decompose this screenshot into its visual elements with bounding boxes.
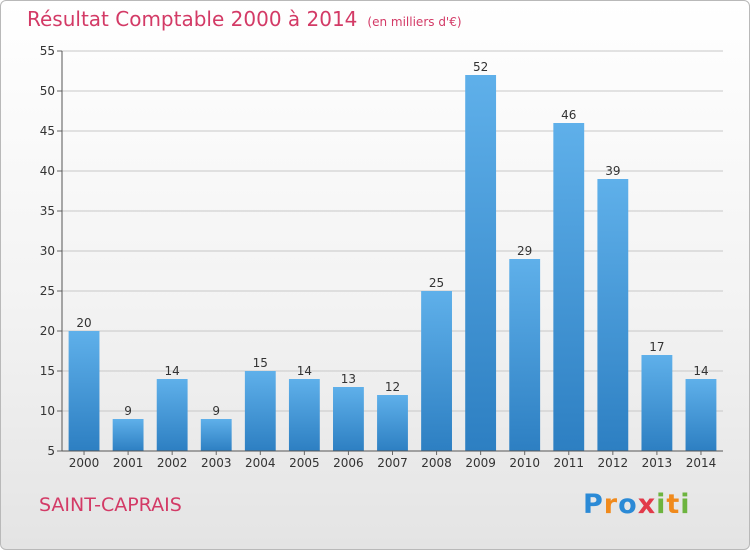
title-text: Résultat Comptable 2000 à 2014 [27,7,358,31]
y-tick-label: 40 [40,164,55,178]
x-tick-label-2005: 2005 [289,456,320,470]
x-tick-label-2006: 2006 [333,456,364,470]
y-tick-label: 25 [40,284,55,298]
y-tick-label: 30 [40,244,55,258]
bar-2007 [377,395,408,451]
bar-2010 [509,259,541,451]
value-label-2009: 52 [473,60,488,74]
value-label-2004: 15 [253,356,268,370]
value-label-2007: 12 [385,380,400,394]
x-tick-label-2004: 2004 [245,456,276,470]
y-tick-label: 50 [40,84,55,98]
bar-2011 [553,123,585,451]
x-tick-label-2000: 2000 [69,456,100,470]
x-tick-label-2007: 2007 [377,456,408,470]
bar-2008 [421,291,452,451]
value-label-2003: 9 [212,404,220,418]
x-tick-label-2010: 2010 [509,456,540,470]
bar-2003 [200,419,232,451]
value-label-2012: 39 [605,164,620,178]
y-tick-label: 45 [40,124,55,138]
bar-2004 [244,371,276,451]
y-tick-label: 20 [40,324,55,338]
bar-2013 [641,355,673,451]
value-label-2000: 20 [76,316,91,330]
y-tick-label: 15 [40,364,55,378]
x-tick-label-2009: 2009 [465,456,496,470]
axes: 5 10 15 20 25 30 35 40 45 50 55 2000 2001 2002 2003 200… [40,44,723,470]
y-tick-label: 10 [40,404,55,418]
value-label-2008: 25 [429,276,444,290]
x-tick-label-2012: 2012 [598,456,629,470]
value-label-2005: 14 [297,364,312,378]
value-label-2014: 14 [693,364,708,378]
x-tick-label-2013: 2013 [642,456,673,470]
x-tick-label-2003: 2003 [201,456,232,470]
x-tick-label-2011: 2011 [553,456,584,470]
y-tick-label: 35 [40,204,55,218]
bar-2002 [156,379,188,451]
bar-2005 [288,379,320,451]
bars [68,75,717,451]
x-tick-label-2008: 2008 [421,456,452,470]
bar-2009 [465,75,497,451]
value-label-2013: 17 [649,340,664,354]
bar-2012 [597,179,629,451]
y-tick-label: 55 [40,44,55,58]
value-label-2002: 14 [165,364,180,378]
bar-2001 [112,419,144,451]
value-label-2011: 46 [561,108,576,122]
x-tick-label-2001: 2001 [113,456,144,470]
bar-2006 [333,387,364,451]
bar-2000 [68,331,100,451]
chart-title: Résultat Comptable 2000 à 2014 (en millie… [27,7,462,31]
value-label-2006: 13 [341,372,356,386]
x-tick-label-2014: 2014 [686,456,717,470]
commune-name: SAINT-CAPRAIS [39,494,182,516]
value-label-2001: 9 [124,404,132,418]
y-tick-label: 5 [47,444,55,458]
proxiti-logo[interactable]: Proxiti [583,489,691,520]
value-label-2010: 29 [517,244,532,258]
bar-2014 [685,379,717,451]
labels: 20 9 14 9 15 14 13 12 25 52 29 46 39 17 14 [76,60,708,418]
x-tick-label-2002: 2002 [157,456,188,470]
title-unit: (en milliers d'€) [367,15,462,29]
